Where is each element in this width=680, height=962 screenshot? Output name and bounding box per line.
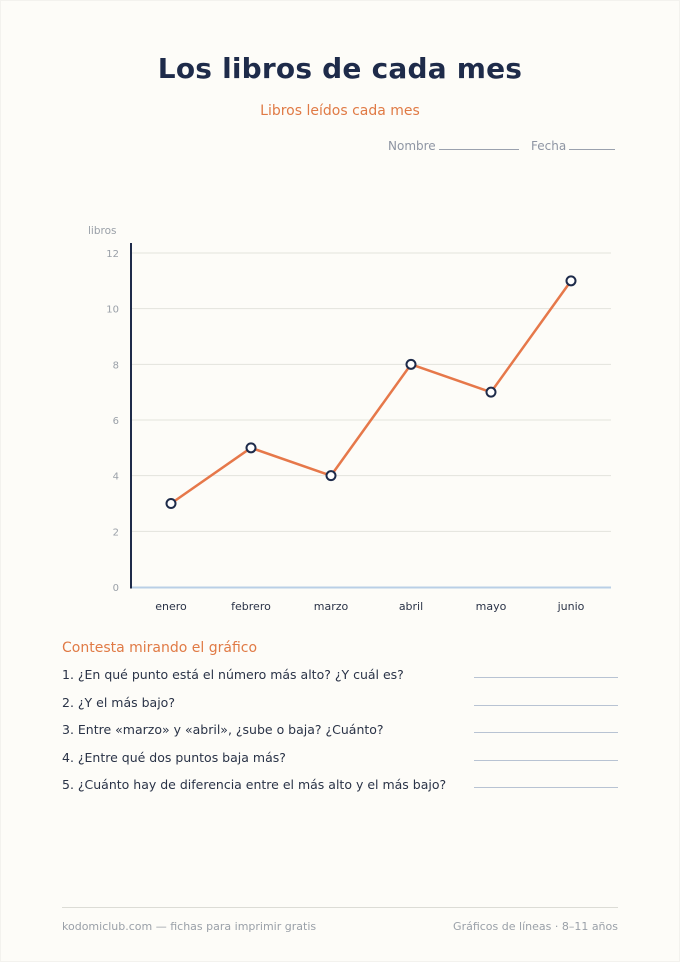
answer-line[interactable] [474,787,618,788]
y-tick-label: 6 [113,416,119,427]
x-tick-label: abril [399,600,423,613]
footer-left: kodomiclub.com — fichas para imprimir gr… [62,920,317,933]
date-field: Fecha [531,139,616,153]
line-chart: 0 2 4 6 8 10 12 libros enero febrero marzo abril may… [88,225,611,613]
question-item: 3. Entre «marzo» y «abril», ¿sube o baja… [62,722,384,737]
date-blank-line[interactable] [569,149,616,150]
answer-line[interactable] [474,759,618,761]
data-point [485,386,497,398]
question-item: 5. ¿Cuánto hay de diferencia entre el má… [62,777,447,792]
y-axis-label: libros [88,225,116,237]
x-tick-label: febrero [231,600,271,613]
data-point [165,498,177,509]
name-label: Nombre [388,139,436,153]
questions-heading: Contesta mirando el gráfico [62,640,258,656]
page-title: Los libros de cada mes [157,52,523,85]
data-point [565,275,577,287]
data-point [405,358,417,370]
footer-right: Gráficos de líneas · 8–11 años [453,920,618,933]
question-item: 1. ¿En qué punto está el número más alto… [62,667,404,682]
x-tick-label: enero [155,600,187,613]
x-tick-label: mayo [476,600,507,613]
y-tick-label: 10 [106,305,119,316]
answer-line[interactable] [474,677,618,678]
answer-line[interactable] [474,732,618,733]
data-point [245,442,257,454]
y-tick-label: 8 [113,360,119,371]
chart-subtitle: Libros leídos cada mes [260,103,420,119]
y-tick-label: 12 [106,249,119,260]
y-tick-label: 2 [113,527,119,538]
x-tick-label: marzo [314,600,349,613]
question-item: 2. ¿Y el más bajo? [62,694,175,710]
question-item: 4. ¿Entre qué dos puntos baja más? [62,749,286,765]
series-line [169,279,573,505]
name-field: Nombre [388,139,519,153]
footer-divider [62,907,618,908]
answer-line[interactable] [474,704,618,706]
date-label: Fecha [531,139,567,153]
name-blank-line[interactable] [438,149,519,150]
y-tick-label: 0 [113,583,119,594]
data-point [325,470,337,482]
y-tick-label: 4 [113,472,119,483]
x-tick-label: junio [557,600,585,613]
